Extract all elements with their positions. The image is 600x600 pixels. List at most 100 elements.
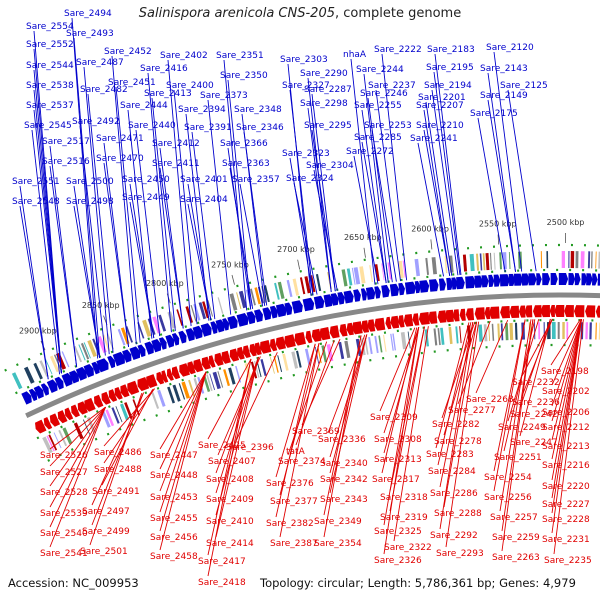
reverse-gene-label: Sare_2282 [432,420,480,430]
forward-label-connector [289,157,314,296]
forward-label-connector [375,89,401,282]
reverse-gene-label: Sare_2292 [430,531,478,541]
reverse-gene-label: Sare_2374 [278,457,326,467]
reverse-gene-label: Sare_2286 [430,489,478,499]
reverse-gene-label: Sare_2236 [512,398,560,408]
forward-gene-label: Sare_2287 [304,85,352,95]
reverse-gene-label: Sare_2326 [374,556,422,566]
forward-gene-label: Sare_2246 [360,89,408,99]
reverse-gene-label: Sare_2410 [206,517,254,527]
forward-label-connector [487,99,516,272]
forward-gene-label: Sare_2183 [427,45,475,55]
forward-gene-label: Sare_2195 [426,63,474,73]
tick-mark [363,247,366,258]
forward-label-connector [73,205,101,358]
forward-gene-label: Sare_2400 [166,81,214,91]
forward-gene-label: Sare_2404 [180,195,228,205]
reverse-label-connector [207,358,252,577]
reverse-label-connector [89,393,143,546]
reverse-gene-label: Sare_2212 [542,423,590,433]
reverse-gene-label: Sare_2369 [292,427,340,437]
reverse-gene-label: Sare_2277 [448,406,496,416]
forward-gene-label: Sare_2255 [354,101,402,111]
reverse-label-connector [215,356,259,494]
forward-label-connector [73,37,101,358]
reverse-gene-label: Sare_2528 [40,488,88,498]
reverse-gene-label: Sare_2263 [492,553,540,563]
reverse-gene-label: Sare_2491 [92,487,140,497]
forward-gene-label: Sare_2285 [354,133,402,143]
reverse-label-connector [389,326,425,492]
forward-label-connector [159,167,184,329]
reverse-label-connector [49,406,106,508]
reverse-label-connector [519,318,551,409]
forward-gene-label: Sare_2516 [42,157,90,167]
reverse-gene-label: Sare_2540 [40,529,88,539]
tick-label: 2800 kbp [146,279,184,288]
reverse-gene-label: Sare_2256 [484,493,532,503]
reverse-gene-label: Sare_2448 [150,471,198,481]
forward-label-connector [293,182,318,295]
reverse-gene-label: Sare_2283 [426,450,474,460]
tick-mark [231,274,235,285]
reverse-label-connector [393,326,429,542]
reverse-gene-label: Sare_2396 [226,443,274,453]
forward-label-connector [19,185,49,380]
forward-gene-label: Sare_2120 [486,43,534,53]
reverse-gene-label: Sare_2231 [542,535,590,545]
forward-label-connector [191,131,216,320]
reverse-gene-label: Sare_2425 [198,441,246,451]
reverse-gene-label: Sare_2455 [150,514,198,524]
reverse-gene-label: Sare_2541 [40,549,88,559]
reverse-label-connector [329,334,368,494]
reverse-gene-label: Sare_2453 [150,493,198,503]
reverse-label-connector [499,319,532,512]
reverse-gene-label: Sare_2407 [208,457,256,467]
reverse-gene-label: Sare_2206 [542,408,590,418]
forward-gene-label: Sare_2324 [286,174,334,184]
forward-gene-label: Sare_2350 [220,71,268,81]
reverse-gene-label: Sare_2228 [542,515,590,525]
reverse-gene-label: Sare_2501 [80,547,128,557]
forward-label-connector [147,72,172,333]
forward-label-connector [207,99,232,315]
forward-gene-label: Sare_2357 [232,175,280,185]
forward-label-connector [361,141,387,284]
reverse-label-connector [445,321,480,548]
genome-summary-text: Topology: circular; Length: 5,786,361 bp… [260,576,576,590]
forward-gene-label: Sare_2492 [72,117,120,127]
reverse-gene-label: Sare_2340 [320,459,368,469]
reverse-cog-stripes [42,322,600,454]
forward-gene-label: Sare_2416 [140,64,188,74]
forward-label-connector [87,93,114,353]
forward-gene-label: Sare_2363 [222,159,270,169]
forward-label-connector [313,169,338,291]
forward-gene-label: Sare_2444 [120,101,168,111]
reverse-gene-label: Sare_2488 [94,465,142,475]
reverse-label-connector [275,343,316,478]
forward-label-connector [371,129,397,282]
reverse-label-connector [439,322,474,530]
forward-gene-label: Sare_2348 [234,105,282,115]
forward-label-connector [353,155,379,285]
reverse-label-connector [551,319,582,514]
forward-gene-label: Sare_2487 [76,58,124,68]
reverse-label-connector [235,352,278,442]
label-lines-layer [19,17,584,577]
forward-label-connector [129,183,155,339]
reverse-gene-label: Sare_2318 [380,493,428,503]
reverse-gene-label: Sare_2526 [40,451,88,461]
forward-label-connector [167,59,192,327]
forward-cds-row [21,273,600,405]
reverse-gene-label: Sare_2486 [94,448,142,458]
forward-label-connector [103,162,129,347]
reverse-label-connector [457,320,491,405]
forward-gene-label: Sare_2412 [152,139,200,149]
forward-gene-label: Sare_2373 [200,91,248,101]
reverse-gene-label: Sare_2447 [150,451,198,461]
reverse-gene-label: Sare_2527 [40,468,88,478]
reverse-label-connector [389,326,425,512]
forward-label-connector [33,109,62,374]
reverse-label-connector [553,319,584,555]
